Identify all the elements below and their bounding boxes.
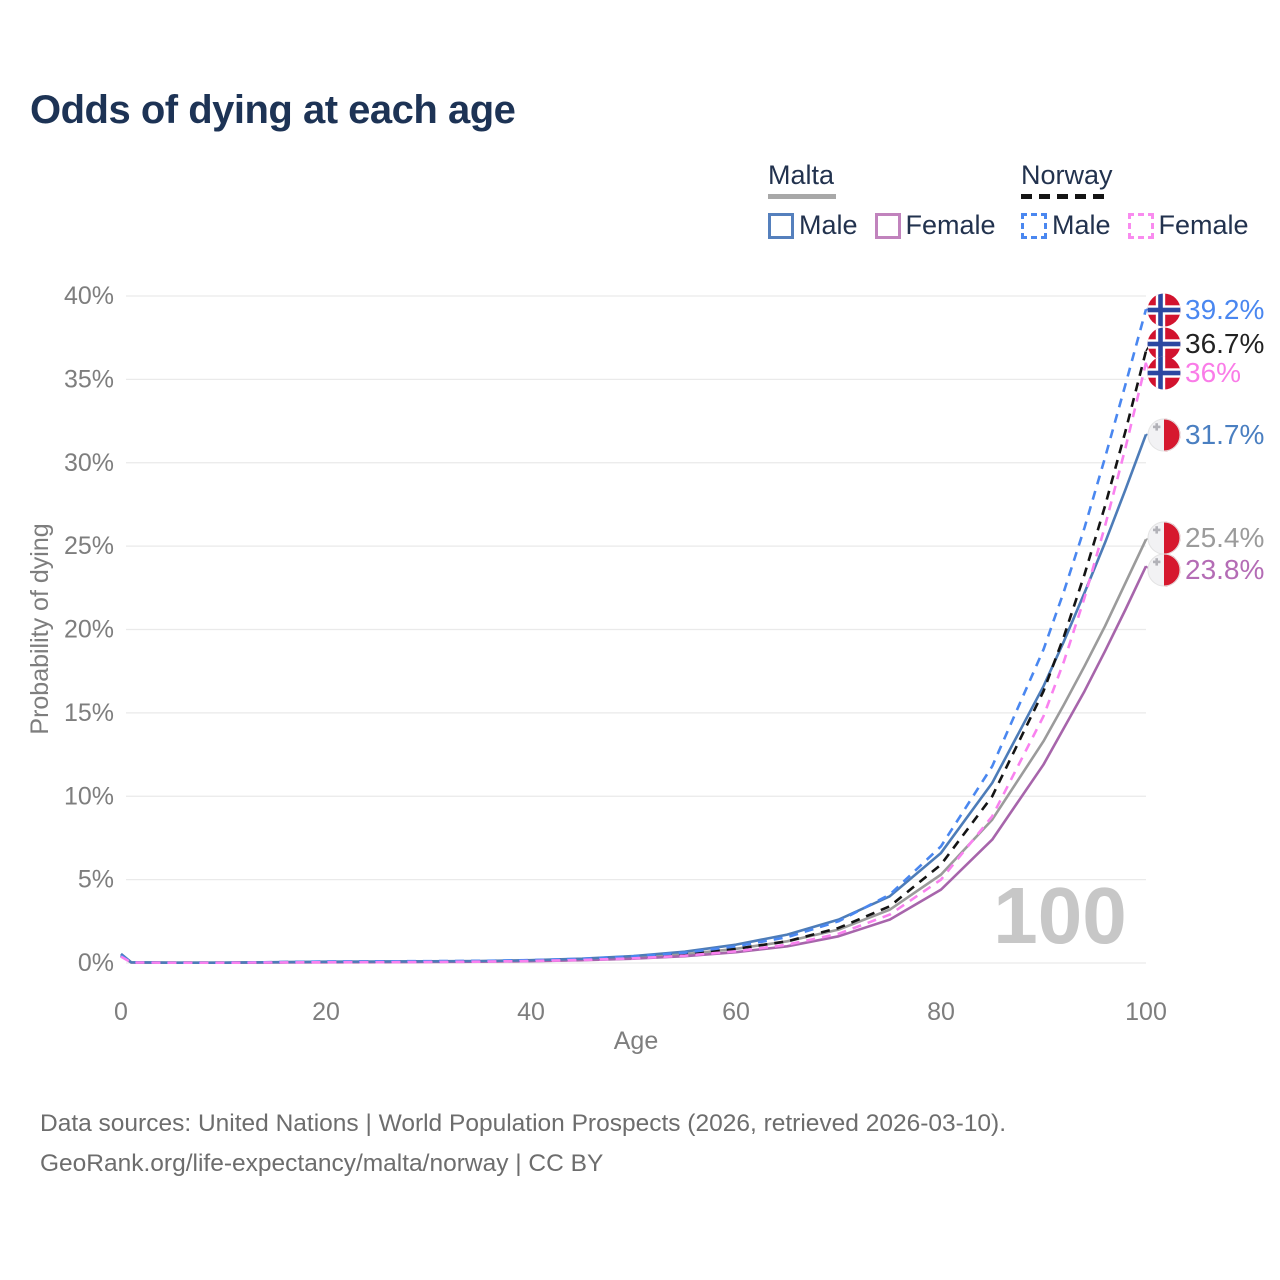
x-tick-label: 40 <box>517 998 545 1026</box>
y-tick-label: 20% <box>64 616 114 644</box>
x-tick-label: 0 <box>114 998 128 1026</box>
label-connector-norway-all <box>1145 343 1155 352</box>
legend-item-malta-female[interactable]: Female <box>874 210 1013 241</box>
norway-female-swatch-icon <box>1127 212 1154 239</box>
legend-item-malta-male[interactable]: Male <box>768 210 875 241</box>
y-tick-label: 15% <box>64 699 114 727</box>
legend-group-norway: Norway Male Female <box>1021 160 1266 241</box>
y-tick-label: 25% <box>64 532 114 560</box>
malta-line-sample <box>768 194 836 199</box>
legend-country-norway-label: Norway <box>1021 160 1113 190</box>
norway-male-swatch-icon <box>1021 212 1047 239</box>
x-tick-label: 100 <box>1125 998 1167 1026</box>
y-axis-title: Probability of dying <box>26 523 54 734</box>
legend-norway-male-label: Male <box>1052 210 1111 240</box>
series-line-norway-all <box>120 350 1148 964</box>
footer-sources: Data sources: United Nations | World Pop… <box>40 1110 1007 1137</box>
series-line-norway-male <box>120 308 1148 964</box>
series-line-malta-all <box>120 538 1148 964</box>
y-tick-label: 30% <box>64 449 114 477</box>
legend-malta-male-label: Male <box>799 210 858 240</box>
y-tick-label: 10% <box>64 782 114 810</box>
legend-norway-female-label: Female <box>1158 210 1249 240</box>
label-connector-norway-male <box>1145 308 1155 311</box>
malta-male-swatch-icon <box>768 212 794 239</box>
label-connector-norway-female <box>1145 362 1155 374</box>
series-line-norway-female <box>120 362 1148 965</box>
y-tick-label: 35% <box>64 365 114 393</box>
legend-country-malta-label: Malta <box>768 160 835 190</box>
label-connector-malta-male <box>1145 433 1155 436</box>
series-line-malta-male <box>120 433 1148 964</box>
legend-item-norway-female[interactable]: Female <box>1127 210 1266 241</box>
footer-attribution: GeoRank.org/life-expectancy/malta/norway… <box>40 1150 604 1177</box>
legend-country-norway[interactable]: Norway <box>1021 160 1266 199</box>
page-title: Odds of dying at each age <box>30 88 516 132</box>
malta-female-swatch-icon <box>874 212 901 239</box>
footer: Data sources: United Nations | World Pop… <box>40 1104 1006 1184</box>
y-tick-label: 0% <box>78 949 114 977</box>
legend-country-malta[interactable]: Malta <box>768 160 1013 199</box>
y-tick-label: 5% <box>78 866 114 894</box>
x-tick-label: 80 <box>927 998 955 1026</box>
norway-line-sample <box>1021 194 1111 199</box>
label-connector-malta-all <box>1145 537 1155 541</box>
x-tick-label: 20 <box>312 998 340 1026</box>
legend-malta-female-label: Female <box>905 210 996 240</box>
y-tick-label: 40% <box>64 282 114 310</box>
legend-item-norway-male[interactable]: Male <box>1021 210 1128 241</box>
legend-group-malta: Malta Male Female <box>768 160 1013 241</box>
x-axis-title: Age <box>614 1027 658 1055</box>
x-tick-label: 60 <box>722 998 750 1026</box>
label-connector-malta-female <box>1145 565 1155 571</box>
age-watermark: 100 <box>993 871 1126 960</box>
